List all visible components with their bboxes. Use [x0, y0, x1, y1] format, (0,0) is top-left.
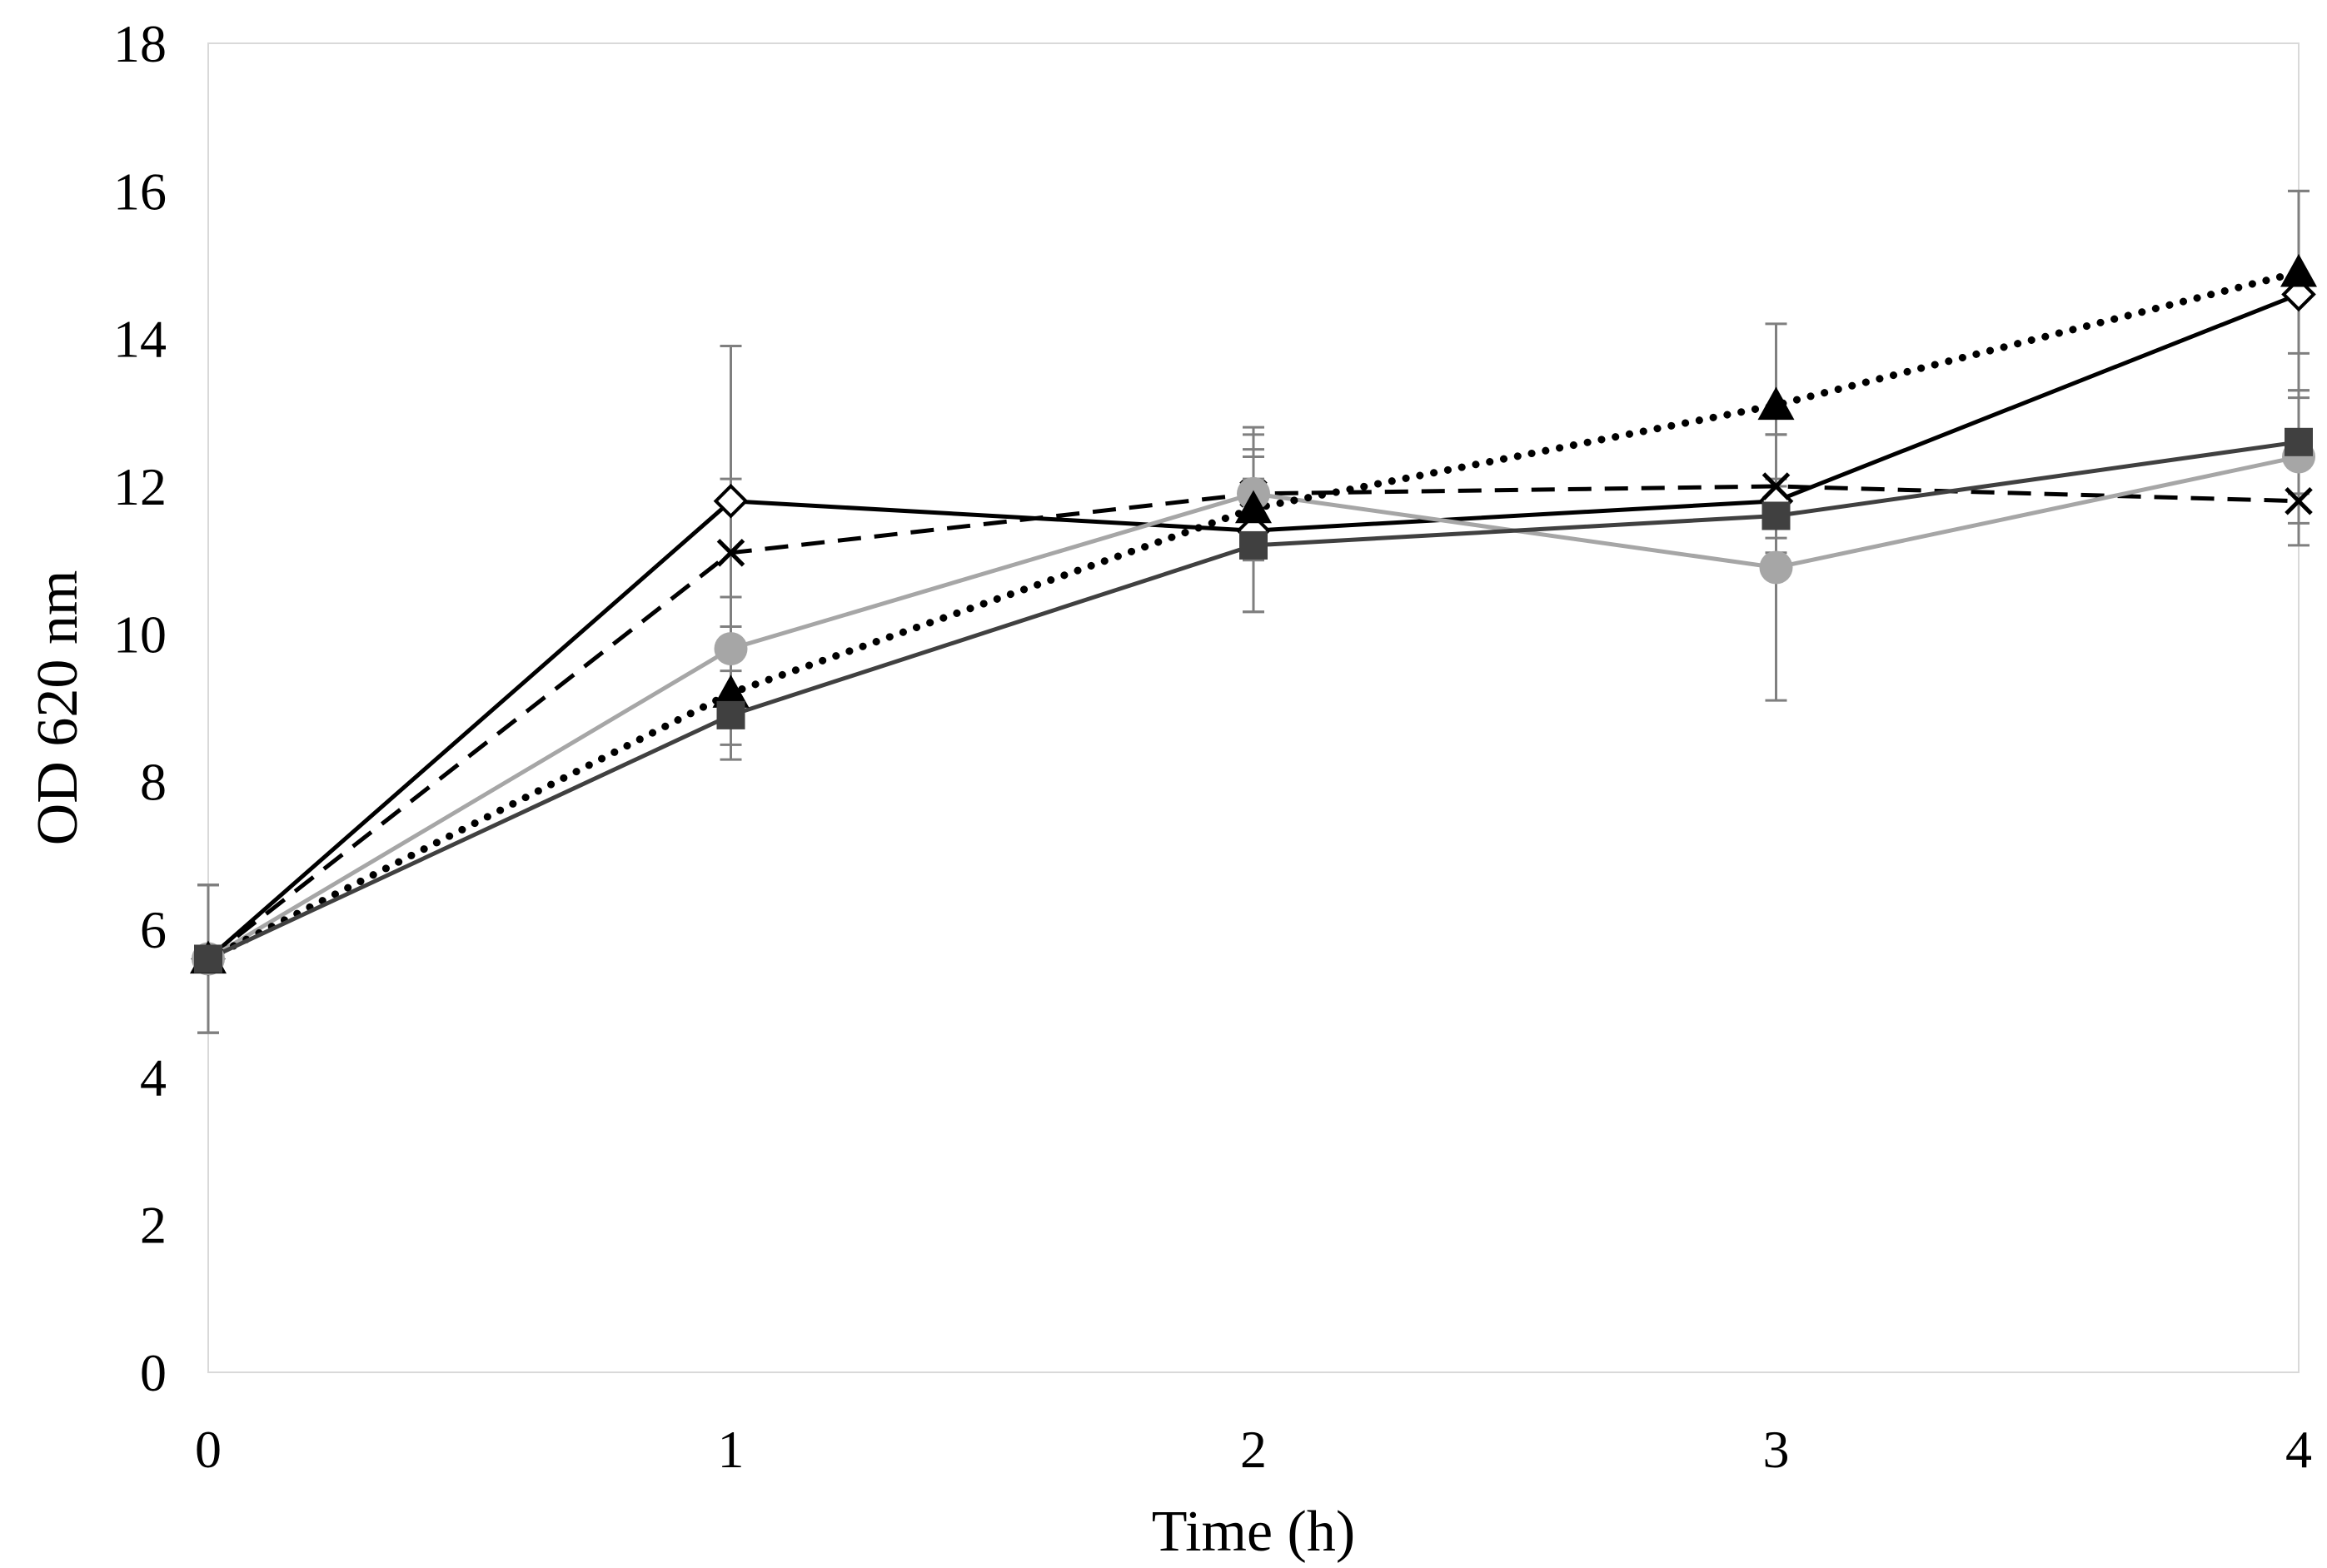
triangle-marker [1757, 386, 1795, 421]
x-marker-stroke [2285, 486, 2313, 515]
plot-area [207, 42, 2300, 1373]
triangle-marker [1235, 490, 1272, 524]
x-tick-label: 3 [1763, 1420, 1790, 1479]
circle-marker [1759, 550, 1793, 585]
y-tick-label: 0 [140, 1343, 167, 1402]
y-tick-label: 14 [113, 310, 167, 369]
x-marker [1761, 472, 1791, 500]
y-tick-label: 6 [140, 900, 167, 959]
x-tick-label: 2 [1240, 1420, 1267, 1479]
y-tick-label: 12 [113, 457, 167, 516]
triangle-marker [712, 674, 750, 708]
y-tick-label: 16 [113, 162, 167, 221]
y-tick-label: 10 [113, 605, 167, 664]
y-axis-title: OD 620 nm [26, 570, 90, 846]
y-tick-label: 8 [140, 753, 167, 812]
square-marker [1761, 501, 1791, 530]
x-marker [2285, 486, 2313, 515]
triangle-marker [2280, 253, 2317, 287]
x-tick-labels: 0 1 2 3 4 [195, 1420, 2312, 1479]
y-tick-label: 2 [140, 1196, 167, 1255]
x-marker-stroke [1761, 472, 1791, 500]
x-tick-label: 0 [195, 1420, 222, 1479]
square-marker [1239, 530, 1268, 560]
data-markers [190, 253, 2317, 977]
x-axis-title: Time (h) [1152, 1500, 1355, 1564]
y-tick-label: 18 [113, 14, 167, 73]
x-marker [716, 539, 745, 567]
y-tick-labels: 0 2 4 6 8 10 12 14 16 18 [113, 14, 167, 1402]
x-marker-stroke [716, 539, 745, 567]
diamond-marker [713, 483, 749, 519]
circle-marker [714, 632, 748, 666]
square-marker [194, 944, 222, 973]
y-tick-label: 4 [140, 1048, 167, 1107]
x-tick-label: 1 [718, 1420, 745, 1479]
x-tick-label: 4 [2285, 1420, 2312, 1479]
square-marker [716, 700, 745, 729]
square-marker [2285, 427, 2313, 456]
